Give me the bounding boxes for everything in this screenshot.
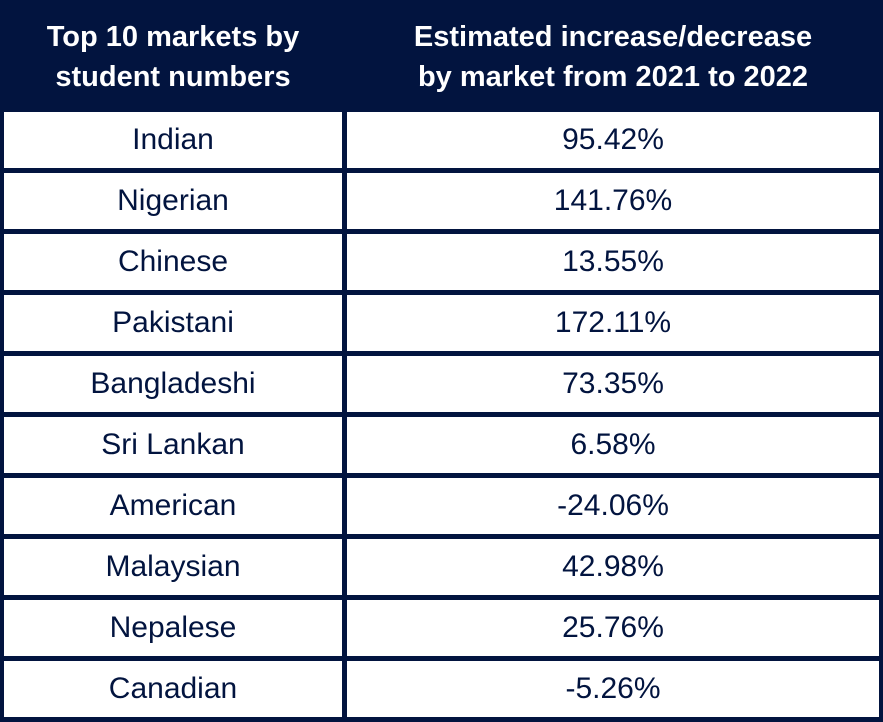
table-cell-change: 73.35% — [347, 356, 879, 412]
table-cell-market: American — [4, 478, 342, 534]
table-cell-change: 25.76% — [347, 600, 879, 656]
table-cell-market: Canadian — [4, 661, 342, 717]
table-header: Top 10 markets by student numbers Estimat… — [4, 0, 879, 112]
table-cell-change: -24.06% — [347, 478, 879, 534]
header-change-line1: Estimated increase/decrease — [413, 21, 813, 53]
table-cell-market: Malaysian — [4, 539, 342, 595]
table-cell-change: -5.26% — [347, 661, 879, 717]
table-cell-market: Chinese — [4, 234, 342, 290]
table-cell-market: Indian — [4, 112, 342, 168]
table-cell-change: 172.11% — [347, 295, 879, 351]
table-cell-change: 13.55% — [347, 234, 879, 290]
table-cell-market: Pakistani — [4, 295, 342, 351]
header-change-line2: by market from 2021 to 2022 — [417, 61, 809, 93]
table-cell-change: 6.58% — [347, 417, 879, 473]
table-body: Indian 95.42% Nigerian 141.76% Chinese 13.55%… — [4, 112, 879, 717]
table-cell-market: Sri Lankan — [4, 417, 342, 473]
header-change: Estimated increase/decrease by market fro… — [347, 0, 879, 112]
header-market-line1: Top 10 markets by — [46, 21, 300, 53]
table-cell-change: 95.42% — [347, 112, 879, 168]
header-market-line2: student numbers — [55, 61, 291, 93]
table-cell-market: Bangladeshi — [4, 356, 342, 412]
header-market: Top 10 markets by student numbers — [4, 0, 342, 112]
table-cell-change: 42.98% — [347, 539, 879, 595]
table-cell-change: 141.76% — [347, 173, 879, 229]
table-cell-market: Nepalese — [4, 600, 342, 656]
table-cell-market: Nigerian — [4, 173, 342, 229]
